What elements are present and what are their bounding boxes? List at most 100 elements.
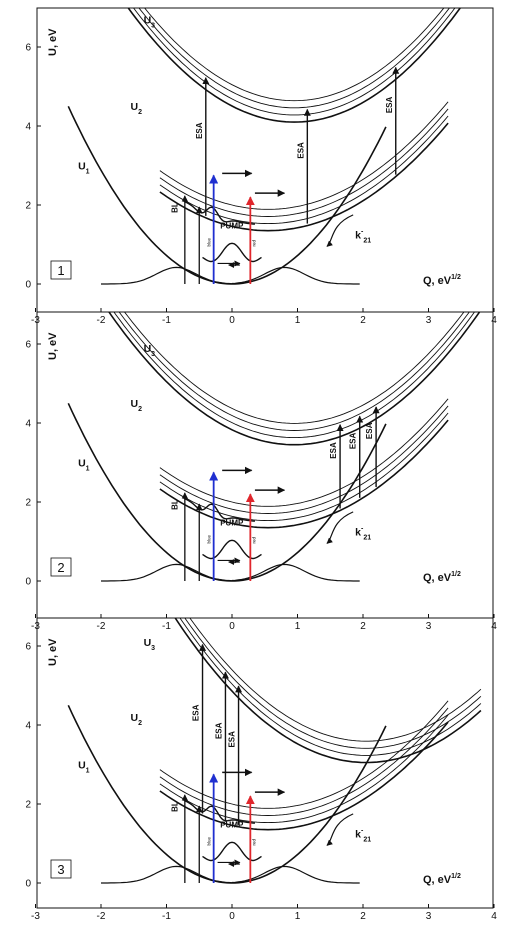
- ground-wavepacket: [101, 563, 233, 582]
- u2-curve: [159, 714, 449, 824]
- x-tick-label: 0: [229, 315, 235, 326]
- u2-label: U2: [130, 101, 142, 116]
- panel-number: 3: [57, 862, 64, 877]
- u3-label: U3: [144, 637, 156, 652]
- x-tick-label: 4: [491, 621, 497, 632]
- pump-wavepacket: [202, 539, 262, 560]
- x-tick-label: 0: [229, 621, 235, 632]
- u2-curve: [159, 398, 449, 507]
- x-tick-label: 1: [295, 621, 301, 632]
- u2-label: U2: [130, 398, 142, 413]
- u2-label: U2: [130, 712, 142, 727]
- k21-label: k-21: [355, 828, 371, 844]
- x-tick-label: 1: [295, 315, 301, 326]
- excited-wavepacket: [182, 798, 255, 824]
- x-tick-label: 1: [295, 911, 301, 922]
- esa-label: ESA: [365, 422, 374, 439]
- x-tick-label: 2: [360, 621, 366, 632]
- red-label: red: [252, 536, 257, 543]
- y-tick-label: 4: [25, 721, 31, 732]
- y-tick-label: 4: [25, 122, 31, 133]
- y-tick-label: 0: [25, 577, 31, 588]
- k21-arrow: [326, 511, 354, 544]
- pump-wavepacket: [202, 841, 262, 862]
- panel-number-box: [50, 859, 72, 879]
- y-tick-label: 2: [25, 800, 31, 811]
- blue-label: blue: [206, 534, 211, 543]
- y-tick-label: 6: [25, 642, 31, 653]
- pump-label: PUMP: [220, 222, 244, 231]
- u3-curve: [184, 618, 482, 749]
- panel-2: 0 2 4 6 -3 -2 -1 0 1 2 3 4 U, eV Q, eV1/2 BL blue red PUM…: [25, 311, 497, 632]
- x-tick-label: 4: [491, 911, 497, 922]
- y-tick-label: 2: [25, 201, 31, 212]
- x-tick-label: -3: [31, 621, 40, 632]
- esa-label: ESA: [195, 122, 204, 139]
- ground-wavepacket: [101, 865, 233, 884]
- esa-label: ESA: [296, 142, 305, 159]
- x-tick-label: -1: [162, 911, 171, 922]
- x-tick-label: -2: [97, 621, 106, 632]
- y-axis-label: U, eV: [47, 332, 59, 360]
- u3-curve: [108, 312, 481, 446]
- u1-label: U1: [78, 160, 90, 175]
- k21-arrow: [326, 813, 354, 846]
- esa-label: ESA: [228, 731, 237, 748]
- u1-curve: [67, 105, 387, 285]
- u3-curve: [118, 312, 470, 431]
- u2-curve: [159, 108, 449, 217]
- red-label: red: [252, 239, 257, 246]
- u3-curve: [179, 618, 482, 756]
- x-tick-label: -3: [31, 911, 40, 922]
- u2-curve: [159, 721, 449, 831]
- ground-wavepacket: [231, 266, 360, 285]
- blue-label: blue: [206, 237, 211, 246]
- x-tick-label: -2: [97, 315, 106, 326]
- x-tick-label: -2: [97, 911, 106, 922]
- x-tick-label: -1: [162, 621, 171, 632]
- x-axis-label: Q, eV1/2: [423, 873, 461, 886]
- bl-label: BL: [171, 499, 180, 510]
- panel-1: 0 2 4 6 -3 -2 -1 0 1 2 3 4 U, eV Q, eV1/2 BL blue red PUM…: [25, 7, 497, 326]
- u2-curve: [159, 405, 449, 514]
- x-tick-label: 2: [360, 911, 366, 922]
- u3-label: U3: [144, 343, 156, 358]
- u3-curve: [189, 618, 482, 742]
- x-tick-label: 3: [426, 621, 432, 632]
- y-tick-label: 6: [25, 340, 31, 351]
- panel-number-box: [50, 260, 72, 280]
- esa-label: ESA: [385, 96, 394, 113]
- bl-label: BL: [171, 801, 180, 812]
- esa-label: ESA: [214, 722, 223, 739]
- esa-label: ESA: [192, 704, 201, 721]
- x-axis-label: Q, eV1/2: [423, 571, 461, 584]
- plot-frame: [36, 617, 494, 909]
- u1-label: U1: [78, 457, 90, 472]
- pump-label: PUMP: [220, 821, 244, 830]
- panel-number: 1: [57, 263, 64, 278]
- y-tick-label: 2: [25, 498, 31, 509]
- u3-curve: [132, 8, 456, 116]
- y-tick-label: 0: [25, 879, 31, 890]
- u1-label: U1: [78, 759, 90, 774]
- ground-wavepacket: [231, 865, 360, 884]
- panel-number-box: [50, 557, 72, 577]
- y-tick-label: 6: [25, 43, 31, 54]
- u3-curve: [123, 312, 465, 424]
- excited-wavepacket: [182, 199, 255, 225]
- plot-frame: [36, 7, 494, 313]
- x-axis-label: Q, eV1/2: [423, 274, 461, 287]
- esa-label: ESA: [329, 442, 338, 459]
- u3-curve: [113, 312, 476, 439]
- u3-curve: [144, 8, 445, 102]
- bl-label: BL: [171, 202, 180, 213]
- y-tick-label: 0: [25, 280, 31, 291]
- ground-wavepacket: [101, 266, 233, 285]
- blue-label: blue: [206, 836, 211, 845]
- k21-arrow: [326, 214, 354, 247]
- u2-curve: [159, 101, 449, 210]
- k21-label: k-21: [355, 229, 371, 245]
- x-tick-label: 3: [426, 911, 432, 922]
- x-tick-label: 3: [426, 315, 432, 326]
